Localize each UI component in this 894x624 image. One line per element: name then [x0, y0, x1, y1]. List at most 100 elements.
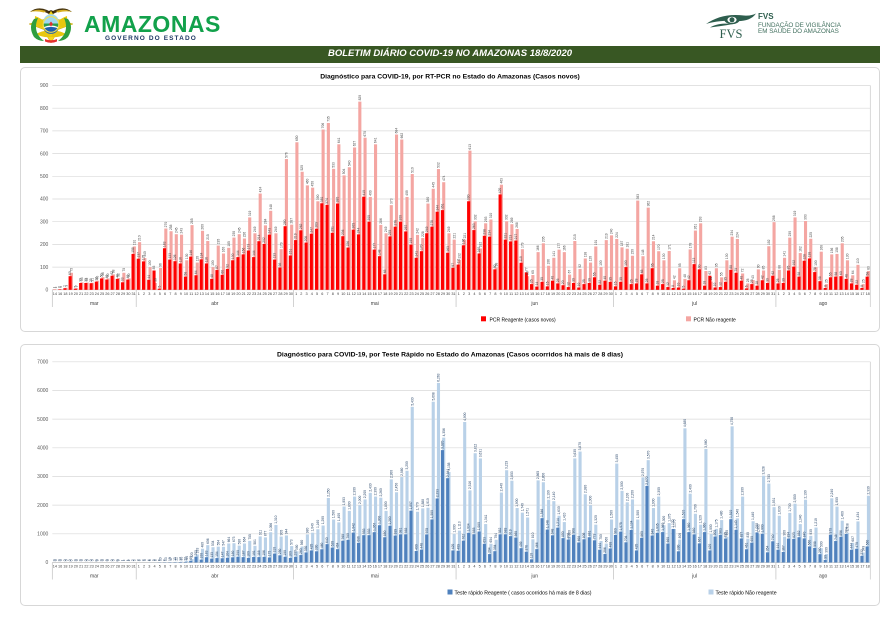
- svg-text:1,440: 1,440: [751, 512, 755, 520]
- svg-text:6: 6: [641, 292, 643, 296]
- svg-text:29: 29: [441, 565, 445, 569]
- svg-text:10: 10: [341, 292, 345, 296]
- svg-text:228: 228: [421, 231, 425, 237]
- svg-text:2: 2: [300, 292, 302, 296]
- svg-text:10: 10: [824, 292, 828, 296]
- svg-text:31: 31: [771, 292, 775, 296]
- svg-text:221: 221: [452, 233, 456, 239]
- svg-text:25: 25: [750, 279, 754, 283]
- svg-text:10: 10: [168, 557, 172, 561]
- svg-text:1,630: 1,630: [777, 506, 781, 514]
- svg-text:38: 38: [818, 276, 822, 280]
- svg-text:17: 17: [860, 565, 864, 569]
- svg-text:2: 2: [783, 292, 785, 296]
- svg-text:5: 5: [636, 565, 638, 569]
- svg-text:1,434: 1,434: [856, 512, 860, 520]
- svg-text:Diagnóstico para COVID-19, por: Diagnóstico para COVID-19, por RT-PCR no…: [320, 73, 580, 80]
- svg-text:214: 214: [652, 234, 656, 240]
- svg-text:640: 640: [325, 537, 329, 543]
- svg-text:280: 280: [283, 219, 287, 225]
- svg-text:520: 520: [300, 165, 304, 171]
- svg-text:40: 40: [739, 276, 743, 280]
- svg-text:58: 58: [797, 272, 801, 276]
- svg-text:2,500: 2,500: [620, 481, 624, 489]
- svg-text:28: 28: [116, 565, 120, 569]
- svg-text:0: 0: [68, 559, 72, 561]
- svg-text:mar: mar: [90, 574, 99, 580]
- svg-text:26: 26: [268, 565, 272, 569]
- svg-text:25: 25: [100, 565, 104, 569]
- svg-text:14: 14: [53, 292, 57, 296]
- svg-text:Diagnóstico para COVID-19, por: Diagnóstico para COVID-19, por Teste Ráp…: [277, 352, 623, 359]
- svg-text:244: 244: [357, 228, 361, 234]
- svg-text:18: 18: [755, 281, 759, 285]
- svg-text:98: 98: [494, 263, 498, 267]
- svg-text:1,060: 1,060: [703, 522, 707, 530]
- svg-text:ago: ago: [819, 301, 828, 307]
- svg-text:420: 420: [498, 188, 502, 194]
- svg-text:mai: mai: [371, 301, 379, 307]
- svg-text:50: 50: [127, 273, 131, 277]
- svg-text:1,500: 1,500: [636, 510, 640, 518]
- svg-text:298: 298: [772, 215, 776, 221]
- svg-text:3: 3: [468, 565, 470, 569]
- svg-text:179: 179: [279, 242, 283, 248]
- svg-text:187: 187: [241, 550, 245, 556]
- svg-text:25: 25: [100, 292, 104, 296]
- svg-text:740: 740: [771, 534, 775, 540]
- svg-text:9: 9: [337, 565, 339, 569]
- svg-text:151: 151: [288, 249, 292, 255]
- svg-text:60: 60: [839, 271, 843, 275]
- svg-text:1,740: 1,740: [520, 503, 524, 511]
- svg-text:1,800: 1,800: [384, 501, 388, 509]
- svg-text:130: 130: [185, 253, 189, 259]
- svg-text:30: 30: [766, 292, 770, 296]
- svg-text:21: 21: [242, 565, 246, 569]
- svg-text:17: 17: [221, 292, 225, 296]
- svg-text:0: 0: [110, 559, 114, 561]
- svg-text:163: 163: [446, 246, 450, 252]
- svg-text:319: 319: [248, 211, 252, 217]
- svg-text:247: 247: [309, 227, 313, 233]
- svg-text:380: 380: [336, 197, 340, 203]
- svg-text:755: 755: [248, 534, 252, 540]
- svg-text:0: 0: [53, 559, 57, 561]
- svg-text:310: 310: [489, 213, 493, 219]
- svg-text:19: 19: [69, 565, 73, 569]
- svg-text:0: 0: [106, 559, 110, 561]
- svg-text:25: 25: [582, 292, 586, 296]
- svg-text:773: 773: [593, 533, 597, 539]
- svg-text:162: 162: [798, 246, 802, 252]
- svg-text:554: 554: [216, 540, 220, 546]
- svg-text:0: 0: [80, 559, 84, 561]
- svg-text:4: 4: [631, 565, 633, 569]
- svg-text:158: 158: [835, 247, 839, 253]
- svg-text:1: 1: [615, 565, 617, 569]
- svg-text:4,680: 4,680: [683, 419, 687, 427]
- svg-text:706: 706: [321, 123, 325, 129]
- svg-text:2: 2: [143, 292, 145, 296]
- svg-text:29: 29: [761, 292, 765, 296]
- svg-text:130: 130: [231, 253, 235, 259]
- svg-text:882: 882: [797, 530, 801, 536]
- svg-text:18: 18: [866, 565, 870, 569]
- svg-text:351: 351: [441, 203, 445, 209]
- svg-text:148: 148: [641, 249, 645, 255]
- svg-text:26: 26: [425, 292, 429, 296]
- svg-text:19: 19: [69, 292, 73, 296]
- svg-text:17: 17: [221, 565, 225, 569]
- svg-text:15: 15: [210, 565, 214, 569]
- svg-text:12: 12: [194, 292, 198, 296]
- svg-text:jul: jul: [691, 574, 697, 580]
- svg-text:7: 7: [63, 285, 67, 287]
- svg-text:24: 24: [734, 565, 738, 569]
- svg-text:10: 10: [676, 282, 680, 286]
- svg-text:829: 829: [358, 95, 362, 101]
- svg-text:28: 28: [755, 565, 759, 569]
- svg-text:25: 25: [861, 279, 865, 283]
- svg-text:5: 5: [798, 292, 800, 296]
- svg-text:221: 221: [503, 233, 507, 239]
- svg-text:7: 7: [809, 292, 811, 296]
- svg-text:1,113: 1,113: [458, 521, 462, 529]
- svg-text:98: 98: [278, 263, 282, 267]
